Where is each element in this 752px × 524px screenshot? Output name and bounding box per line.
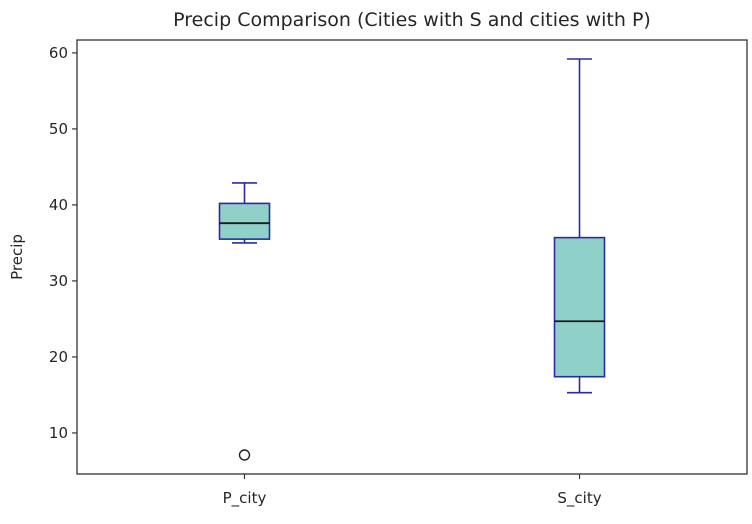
plot-frame	[76, 39, 748, 475]
box	[553, 236, 606, 378]
x-tick-label: P_city	[223, 489, 267, 508]
box	[218, 202, 271, 240]
y-axis-label: Precip	[8, 234, 26, 280]
y-tick-label: 50	[49, 120, 68, 138]
y-tick-label: 60	[49, 44, 68, 62]
outlier-point	[238, 449, 251, 461]
x-tick-label: S_city	[557, 489, 601, 508]
chart-title: Precip Comparison (Cities with S and cit…	[173, 9, 651, 31]
y-tick-label: 10	[49, 424, 68, 442]
y-tick-label: 40	[49, 196, 68, 214]
y-tick-label: 20	[49, 348, 68, 366]
y-tick-label: 30	[49, 272, 68, 290]
